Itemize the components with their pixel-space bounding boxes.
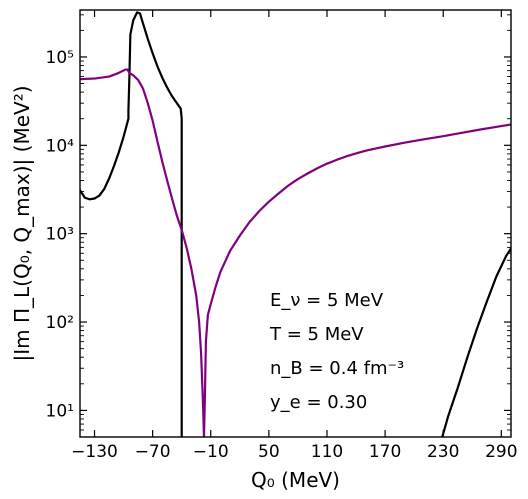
y-axis-title: |Im Π_L(Q₀, Q_max)| (MeV²) [10,85,34,361]
x-tick-label: −130 [71,442,118,462]
plot-frame [79,9,512,438]
x-axis-title: Q₀ (MeV) [251,468,340,492]
y-tick-label: 10³ [46,225,74,245]
x-tick-label: 170 [369,442,401,462]
series-0-segment-1 [441,247,511,437]
y-tick-label: 10² [46,313,74,333]
x-tick-label: −10 [193,442,229,462]
annotation-energy: E_ν = 5 MeV [270,290,384,311]
annotation-temperature: T = 5 MeV [269,324,364,345]
series-0-segment-0 [80,11,183,437]
x-tick-label: 50 [258,442,280,462]
y-major-ticks: 10¹ 10² 10³ 10⁴ 10⁵ [46,48,511,421]
x-tick-label: −70 [135,442,171,462]
series-layer [80,11,511,437]
x-tick-label: 110 [311,442,343,462]
y-tick-label: 10⁴ [46,136,75,156]
y-tick-label: 10⁵ [46,48,74,68]
x-ticks: −130 −70 −10 50 110 170 230 290 [71,10,518,462]
x-tick-label: 290 [485,442,517,462]
series-1-segment-0 [80,68,511,437]
annotation-density: n_B = 0.4 fm⁻³ [270,358,404,379]
annotation-electron-fraction: y_e = 0.30 [270,392,367,413]
x-tick-label: 230 [427,442,459,462]
annotation-block: E_ν = 5 MeV T = 5 MeV n_B = 0.4 fm⁻³ y_e… [269,290,404,413]
y-tick-label: 10¹ [46,401,74,421]
